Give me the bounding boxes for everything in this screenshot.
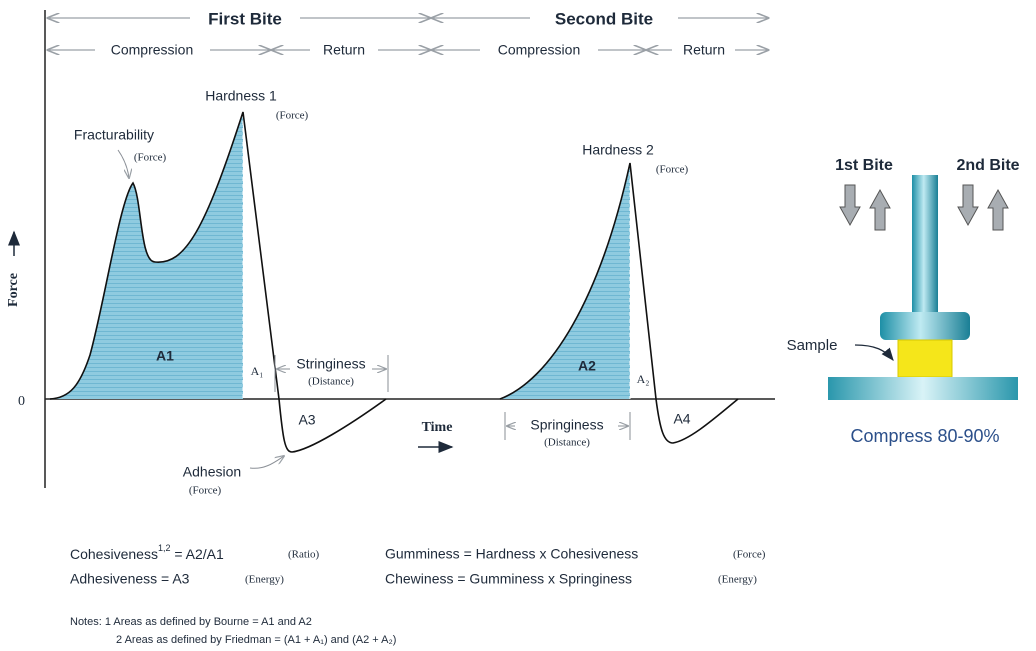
cohesiveness-unit: (Ratio) <box>288 549 319 561</box>
return-1: Return <box>323 42 365 58</box>
chewiness-formula: Chewiness = Gumminess x Springiness <box>385 571 632 587</box>
note-1: Notes: 1 Areas as defined by Bourne = A1… <box>70 616 312 628</box>
springiness-unit: (Distance) <box>544 437 590 449</box>
chewiness-unit: (Energy) <box>718 574 757 586</box>
compression-2: Compression <box>498 42 580 58</box>
hardness-2-unit: (Force) <box>656 164 689 176</box>
compression-1: Compression <box>111 42 193 58</box>
area-a1-label: A1 <box>156 348 174 364</box>
gumminess-formula: Gumminess = Hardness x Cohesiveness <box>385 546 638 562</box>
tpa-diagram: First Bite Second Bite Compression Retur… <box>0 0 1036 651</box>
stringiness: Stringiness <box>296 356 365 372</box>
cohesiveness-sup: 1,2 <box>158 543 171 553</box>
first-bite: First Bite <box>208 9 282 28</box>
stringiness-unit: (Distance) <box>308 376 354 388</box>
area-a1-sub-label: A₁ <box>251 364 264 378</box>
x-axis-label: Time <box>422 420 453 435</box>
first-bite-label: 1st Bite <box>835 157 893 174</box>
y-axis-label: Force <box>6 273 21 307</box>
second-bite-label: 2nd Bite <box>956 157 1019 174</box>
area-a2 <box>500 163 630 399</box>
springiness: Springiness <box>530 417 603 433</box>
cohesiveness: Cohesiveness <box>70 546 158 562</box>
adhesiveness-unit: (Energy) <box>245 574 284 586</box>
sample-label: Sample <box>787 337 838 354</box>
hardness-1-unit: (Force) <box>276 110 309 122</box>
note-2: 2 Areas as defined by Friedman = (A1 + A… <box>116 634 396 646</box>
area-a4-label: A4 <box>673 411 690 427</box>
compress-label: Compress 80-90% <box>850 426 999 446</box>
area-a3-label: A3 <box>298 412 315 428</box>
fracturability-pointer <box>118 150 129 178</box>
hardness-1: Hardness 1 <box>205 88 277 104</box>
fracturability-unit: (Force) <box>134 152 167 164</box>
hardness-2: Hardness 2 <box>582 142 654 158</box>
area-a2-label: A2 <box>578 358 596 374</box>
adhesion-unit: (Force) <box>189 485 222 497</box>
origin-label: 0 <box>18 394 25 409</box>
fracturability: Fracturability <box>74 127 154 143</box>
adhesiveness-formula: Adhesiveness = A3 <box>70 571 190 587</box>
apparatus <box>828 175 1018 400</box>
cohesiveness-formula: Cohesiveness1,2 = A2/A1 <box>70 543 224 561</box>
cohesiveness-eq: = A2/A1 <box>170 546 224 562</box>
second-bite: Second Bite <box>555 9 653 28</box>
adhesion: Adhesion <box>183 464 241 480</box>
gumminess-unit: (Force) <box>733 549 766 561</box>
adhesion-pointer <box>250 456 284 468</box>
area-a2-sub-label: A₂ <box>637 372 650 386</box>
return-2: Return <box>683 42 725 58</box>
